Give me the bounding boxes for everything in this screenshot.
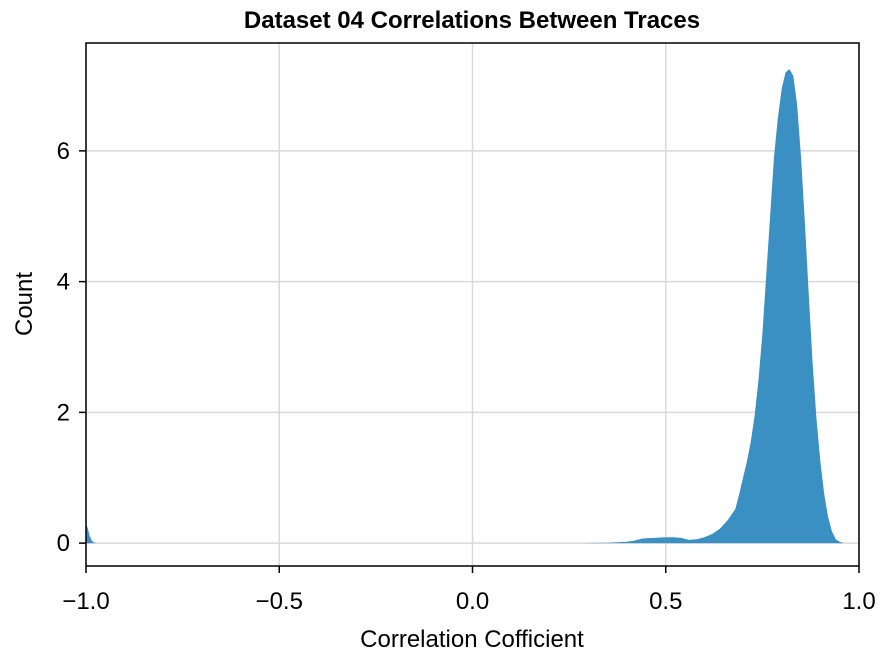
x-tick-label: 0.0 (456, 588, 489, 615)
area-layer (86, 69, 859, 544)
x-tick-label: 1.0 (842, 588, 875, 615)
y-tick-label: 0 (57, 530, 70, 557)
x-tick-label: −0.5 (256, 588, 303, 615)
tick-layer: −1.0 −0.5 0.0 0.5 1.0 0 2 4 6 (57, 138, 876, 615)
y-tick-label: 4 (57, 269, 70, 296)
chart-title: Dataset 04 Correlations Between Traces (244, 7, 700, 34)
x-tick-label: 0.5 (649, 588, 682, 615)
x-tick-label: −1.0 (62, 588, 109, 615)
y-tick-label: 2 (57, 399, 70, 426)
density-area (86, 69, 859, 544)
y-axis-label: Count (11, 272, 38, 336)
y-tick-label: 6 (57, 138, 70, 165)
x-axis-label: Correlation Cofficient (360, 626, 584, 649)
